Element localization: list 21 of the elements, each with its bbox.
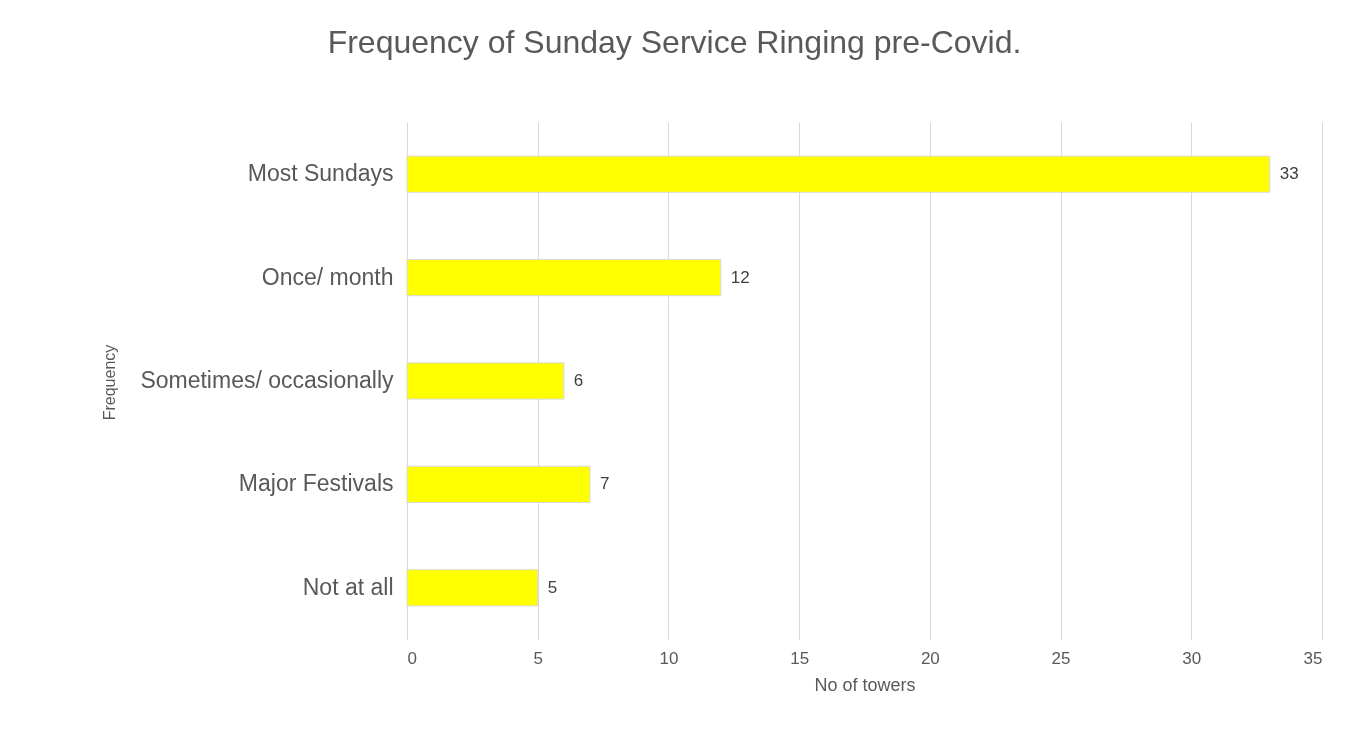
x-tick-label: 30 (1182, 648, 1202, 668)
y-tick-label: Sometimes/ occasionally (140, 367, 394, 393)
x-tick-label: 25 (1051, 648, 1071, 668)
y-tick-label: Not at all (302, 573, 394, 600)
y-tick-label: Most Sundays (247, 160, 394, 187)
x-tick-label: 0 (407, 648, 417, 668)
x-axis-title: No of towers (814, 674, 916, 695)
chart-title: Frequency of Sunday Service Ringing pre-Covid. (327, 24, 1022, 60)
data-label: 5 (547, 577, 558, 597)
data-label: 7 (600, 474, 610, 494)
y-tick-label: Once/ month (261, 263, 394, 290)
data-label: 12 (730, 267, 750, 287)
y-tick-label: Major Festivals (238, 470, 394, 497)
x-tick-label: 35 (1303, 648, 1323, 668)
data-label: 33 (1279, 164, 1299, 184)
x-tick-label: 10 (659, 648, 679, 668)
x-tick-label: 15 (790, 648, 810, 668)
y-axis-title: Frequency (100, 344, 118, 421)
data-label: 6 (573, 371, 584, 390)
x-tick-label: 5 (533, 648, 543, 668)
x-tick-label: 20 (920, 648, 940, 668)
